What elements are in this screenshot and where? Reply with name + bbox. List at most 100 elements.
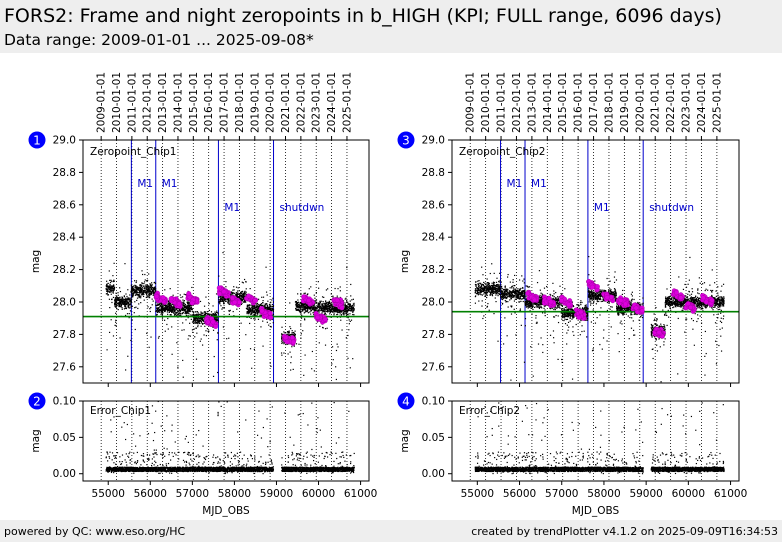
point-76 bbox=[107, 285, 110, 287]
point-3181 bbox=[326, 307, 328, 309]
point-1164 bbox=[169, 308, 172, 310]
point-3162 bbox=[318, 306, 320, 308]
point-2846 bbox=[312, 312, 314, 314]
point-1634 bbox=[202, 314, 204, 317]
header: FORS2: Frame and night zeropoints in b_H… bbox=[0, 0, 782, 53]
point-2971 bbox=[323, 296, 325, 299]
point-187 bbox=[130, 303, 132, 305]
point-615 bbox=[139, 284, 141, 286]
point-1028 bbox=[167, 328, 169, 330]
point-57 bbox=[112, 275, 114, 277]
point-3556 bbox=[349, 306, 351, 308]
point-303 bbox=[121, 308, 123, 310]
point-378 bbox=[146, 284, 148, 286]
point-305 bbox=[118, 302, 121, 304]
point-612 bbox=[149, 294, 151, 297]
point-652 bbox=[150, 285, 153, 287]
point-1240 bbox=[191, 314, 193, 316]
point-445 bbox=[140, 288, 142, 290]
point-2050 bbox=[242, 297, 244, 299]
point-357 bbox=[122, 300, 125, 302]
point-1302 bbox=[197, 317, 199, 320]
point-3457 bbox=[335, 307, 337, 309]
point-3151 bbox=[295, 301, 298, 303]
ytick-label-1: 27.8 bbox=[53, 329, 76, 341]
point-2822 bbox=[314, 300, 317, 302]
point-659 bbox=[142, 289, 144, 292]
point-1400 bbox=[205, 335, 208, 337]
point-25 bbox=[113, 285, 115, 287]
point-3160 bbox=[300, 302, 303, 304]
point-687 bbox=[111, 459, 113, 461]
point-369 bbox=[114, 303, 116, 306]
point-1110 bbox=[182, 311, 184, 313]
point-2061 bbox=[233, 315, 235, 317]
point-32 bbox=[110, 286, 112, 288]
point-3110 bbox=[300, 304, 303, 307]
point-707 bbox=[130, 301, 132, 303]
point-3182 bbox=[296, 308, 299, 311]
point-2371 bbox=[266, 321, 268, 323]
year-label-16: 2025-01-01 bbox=[341, 72, 353, 133]
point-781 bbox=[189, 335, 191, 337]
point-1498 bbox=[191, 314, 194, 316]
point-3261 bbox=[352, 358, 354, 360]
point-967 bbox=[224, 462, 226, 464]
point-841 bbox=[184, 303, 187, 306]
point-1414 bbox=[212, 326, 214, 328]
point-3106 bbox=[303, 304, 306, 306]
point-1654 bbox=[195, 321, 198, 324]
point-3528 bbox=[344, 311, 346, 313]
point-2486 bbox=[251, 312, 253, 314]
point-253 bbox=[125, 297, 127, 299]
point-3190 bbox=[313, 370, 315, 372]
night-point-109 bbox=[205, 319, 211, 325]
point-298 bbox=[122, 301, 124, 303]
point-1281 bbox=[159, 308, 161, 310]
point-2975 bbox=[300, 324, 302, 326]
point-1258 bbox=[189, 314, 191, 316]
point-1248 bbox=[167, 309, 169, 312]
point-1219 bbox=[171, 307, 173, 309]
point-2288 bbox=[272, 301, 274, 303]
point-2437 bbox=[255, 309, 258, 311]
point-523 bbox=[149, 291, 151, 293]
point-1526 bbox=[206, 312, 208, 315]
point-1199 bbox=[177, 312, 179, 315]
point-3092 bbox=[309, 307, 311, 309]
point-121 bbox=[113, 279, 115, 281]
point-1378 bbox=[211, 314, 213, 316]
point-463 bbox=[143, 281, 146, 283]
point-906 bbox=[168, 309, 170, 311]
point-632 bbox=[149, 287, 151, 289]
point-2402 bbox=[256, 306, 258, 308]
point-534 bbox=[151, 298, 153, 300]
year-label-0: 2009-01-01 bbox=[96, 72, 108, 133]
point-427 bbox=[154, 282, 157, 285]
point-717 bbox=[142, 293, 144, 295]
point-2076 bbox=[221, 300, 223, 302]
point-611 bbox=[171, 472, 173, 474]
point-747 bbox=[105, 456, 107, 458]
point-2398 bbox=[248, 304, 250, 306]
point-706 bbox=[146, 332, 148, 334]
point-1211 bbox=[184, 312, 186, 314]
point-641 bbox=[147, 294, 150, 296]
point-3080 bbox=[327, 302, 329, 305]
point-2000 bbox=[237, 293, 240, 295]
point-115 bbox=[112, 289, 114, 292]
point-705 bbox=[134, 289, 136, 291]
point-3330 bbox=[333, 314, 335, 316]
point-2492 bbox=[284, 332, 286, 334]
point-15 bbox=[110, 288, 112, 290]
point-663 bbox=[225, 452, 227, 454]
point-3021 bbox=[296, 306, 298, 308]
point-1602 bbox=[195, 317, 197, 320]
point-3554 bbox=[334, 310, 336, 312]
point-2785 bbox=[307, 307, 309, 310]
point-423 bbox=[262, 467, 264, 470]
point-1347 bbox=[215, 318, 218, 321]
point-1547 bbox=[201, 320, 204, 322]
point-219 bbox=[127, 297, 129, 299]
